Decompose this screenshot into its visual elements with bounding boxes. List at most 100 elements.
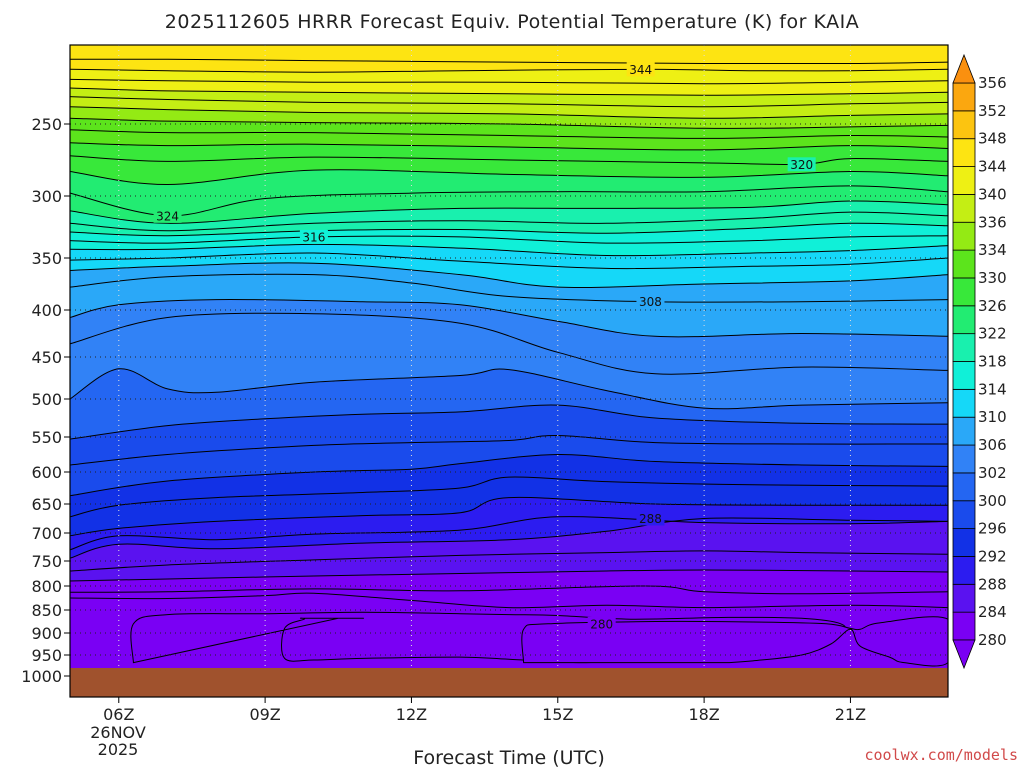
colorbar-label-296: 296 [978,520,1007,538]
y-tick-label-800: 800 [31,577,62,596]
y-tick-label-850: 850 [31,601,62,620]
isoline-344 [70,68,948,73]
contour-labels: 344 320 324 316 308 288 280 [153,62,816,631]
isoline-296 [70,453,948,497]
colorbar-label-356: 356 [978,74,1007,92]
colorbar-swatch-314 [952,361,976,390]
chart-title: 2025112605 HRRR Forecast Equiv. Potentia… [165,11,859,33]
colorbar-swatch-292 [952,528,976,557]
colorbar-swatch-284 [952,583,976,613]
colorbar-label-340: 340 [978,185,1007,203]
colorbar-swatch-302 [952,444,976,474]
date-line-day: 26NOV [90,723,146,742]
contour-label-280: 280 [590,617,613,631]
isoline-302 [70,368,948,410]
isoline-330 [70,142,948,151]
isoline-298 [70,434,948,466]
y-tick-label-400: 400 [31,301,62,320]
colorbar-label-300: 300 [978,492,1007,510]
y-tick-label-900: 900 [31,624,62,643]
colorbar-label-336: 336 [978,213,1007,231]
colorbar-label-326: 326 [978,297,1007,315]
fill-layer-346 [70,45,948,64]
isoline-338 [70,96,948,108]
colorbar-label-322: 322 [978,325,1007,343]
colorbar-label-344: 344 [978,158,1007,176]
isoline-332 [70,129,948,139]
contour-label-bg-288 [636,511,665,526]
colorbar-swatch-280 [952,611,976,641]
colorbar: 280 284 288 292 296 300 302 306 310 314 318 322 326 3… [952,53,1007,670]
colorbar-swatch-296 [952,500,976,530]
colorbar-label-314: 314 [978,380,1007,398]
contour-label-bg-320 [787,157,816,172]
isoline-314 [70,243,948,257]
colorbar-label-352: 352 [978,102,1007,120]
contour-label-308: 308 [639,295,662,309]
contour-label-bg-344 [626,62,655,77]
colorbar-swatch-336 [952,193,976,223]
contour-label-288: 288 [639,512,662,526]
contour-label-344: 344 [629,63,652,77]
colorbar-label-292: 292 [978,547,1007,565]
colorbar-swatch-322 [952,305,976,335]
isoline-284 [70,569,948,582]
y-tick-label-300: 300 [31,187,62,206]
colorbar-min-arrow [952,639,976,670]
isoline-318 [70,222,948,237]
x-axis-label: Forecast Time (UTC) [413,747,604,768]
y-tick-label-500: 500 [31,390,62,409]
colorbar-swatch-310 [952,388,976,418]
y-tick-label-1000: 1000 [21,667,62,686]
isoline-326 [70,169,948,186]
isoline-300 [70,404,948,440]
isoline-306 [70,299,948,338]
y-tick-label-350: 350 [31,249,62,268]
x-tick-label-6: 06Z [103,705,134,724]
isoline-336 [70,106,948,119]
isoline-281 [70,592,948,609]
isoline-312 [70,252,948,270]
isoline-286 [70,550,948,572]
terrain-below-ground [70,668,948,697]
x-tick-label-21: 21Z [835,705,866,724]
contour-label-320: 320 [790,158,813,172]
isoline-334 [70,117,948,129]
colorbar-swatch-348 [952,110,976,140]
colorbar-swatch-326 [952,277,976,307]
contour-label-bg-280 [587,616,616,631]
gridlines [70,45,948,697]
contour-label-bg-308 [636,294,665,309]
colorbar-swatch-340 [952,166,976,195]
y-tick-label-550: 550 [31,428,62,447]
isoline-292 [70,496,948,537]
colorbar-label-302: 302 [978,464,1007,482]
colorbar-label-288: 288 [978,575,1007,593]
y-tick-label-600: 600 [31,463,62,482]
colorbar-label-280: 280 [978,631,1007,649]
x-tick-label-18: 18Z [688,705,719,724]
colorbar-swatch-318 [952,333,976,362]
theta-e-fill-layers [70,45,948,697]
isoline-342 [70,78,948,85]
colorbar-label-318: 318 [978,353,1007,371]
credit-link[interactable]: coolwx.com/models [864,746,1018,764]
contour-label-316: 316 [302,230,325,244]
y-axis: 250 300 350 400 450 500 550 600 650 700 750 800 850 9… [21,115,70,686]
x-tick-label-12: 12Z [396,705,427,724]
isoline-308 [70,273,948,303]
colorbar-label-310: 310 [978,408,1007,426]
colorbar-label-334: 334 [978,241,1007,259]
colorbar-max-arrow [952,53,976,84]
x-tick-label-9: 09Z [249,705,280,724]
contour-label-324: 324 [156,209,179,223]
date-line-year: 2025 [98,740,139,759]
isoline-320 [70,211,948,232]
colorbar-swatch-300 [952,472,976,502]
theta-e-isolines [70,58,948,609]
plot-area [70,45,948,697]
min-region-280-2 [521,616,948,667]
y-tick-label-950: 950 [31,646,62,665]
colorbar-swatch-288 [952,556,976,585]
